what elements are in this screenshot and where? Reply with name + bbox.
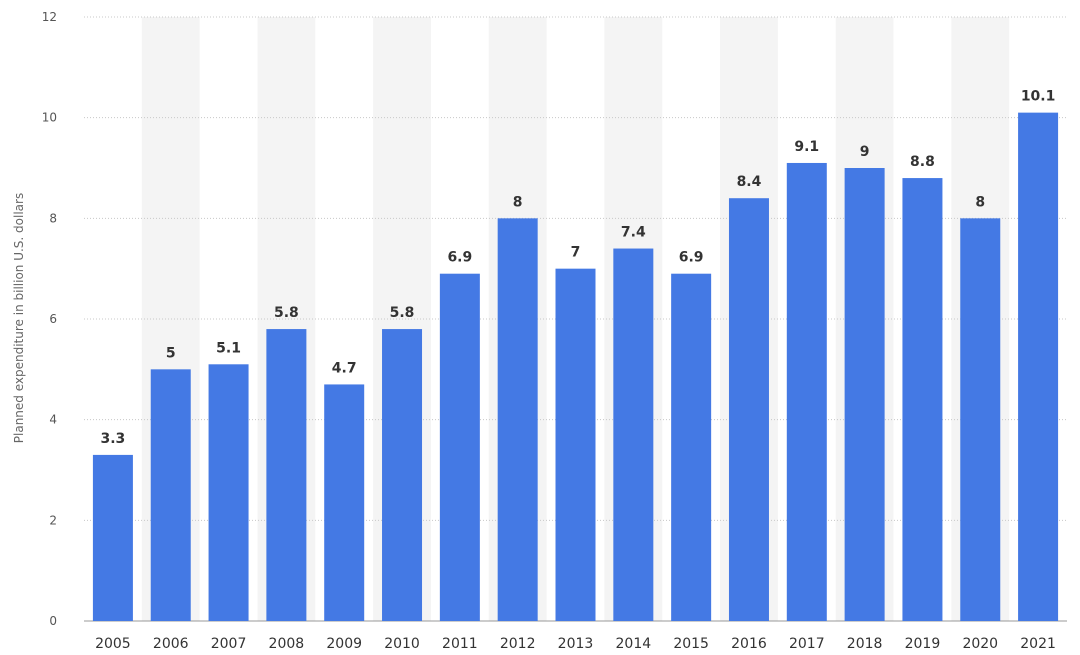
x-tick-label: 2009: [326, 636, 362, 652]
data-label: 6.9: [679, 250, 704, 266]
bar: [902, 178, 943, 622]
data-label: 5.8: [390, 305, 415, 321]
x-tick-label: 2013: [558, 636, 594, 652]
y-tick-label: 0: [49, 614, 57, 628]
y-tick-label: 2: [49, 513, 57, 527]
data-label: 5.1: [216, 340, 241, 356]
bar: [671, 273, 712, 621]
x-tick-label: 2015: [673, 636, 709, 652]
data-label: 5.8: [274, 305, 299, 321]
data-label: 8.4: [737, 174, 762, 190]
bar: [728, 198, 769, 621]
data-labels: 3.3 5 5.1 5.8 4.7 5.8 6.9 8 7 7.4 6.9 8.4 9.1 9 8.8 8 10…: [101, 89, 1056, 447]
bar: [324, 384, 365, 621]
data-label: 4.7: [332, 360, 357, 376]
data-label: 7.4: [621, 225, 646, 241]
bar: [266, 329, 307, 621]
bar: [382, 329, 423, 621]
data-label: 5: [166, 345, 176, 361]
y-tick-label: 12: [42, 10, 57, 24]
bar: [844, 168, 885, 621]
x-tick-label: 2007: [211, 636, 247, 652]
data-label: 8: [513, 194, 523, 210]
bar: [960, 218, 1001, 622]
data-label: 3.3: [101, 431, 126, 447]
x-tick-label: 2012: [500, 636, 536, 652]
x-tick-label: 2008: [269, 636, 305, 652]
bar: [92, 454, 133, 621]
bar: [439, 273, 480, 621]
x-tick-label: 2018: [847, 636, 883, 652]
x-tick-label: 2006: [153, 636, 189, 652]
x-axis-ticks: 2005 2006 2007 2008 2009 2010 2011 2012 2013 2014…: [95, 636, 1056, 652]
data-label: 9.1: [794, 139, 819, 155]
bar: [150, 369, 191, 621]
y-axis-ticks: 0 2 4 6 8 10 12: [42, 10, 57, 628]
y-tick-label: 4: [49, 413, 57, 427]
x-tick-label: 2021: [1020, 636, 1056, 652]
data-label: 10.1: [1021, 89, 1056, 105]
bars: [92, 112, 1059, 622]
bar: [1018, 112, 1059, 621]
bar: [555, 268, 596, 621]
x-tick-label: 2014: [616, 636, 652, 652]
bar: [613, 248, 654, 622]
x-tick-label: 2005: [95, 636, 131, 652]
data-label: 7: [571, 245, 581, 261]
data-label: 8.8: [910, 154, 935, 170]
x-tick-label: 2017: [789, 636, 825, 652]
bar: [786, 162, 827, 621]
y-tick-label: 8: [49, 211, 57, 225]
x-tick-label: 2011: [442, 636, 478, 652]
data-label: 9: [860, 144, 870, 160]
data-label: 8: [975, 194, 985, 210]
data-label: 6.9: [447, 250, 472, 266]
bar: [208, 364, 249, 621]
x-tick-label: 2016: [731, 636, 767, 652]
bar: [497, 218, 538, 622]
y-axis-title: Planned expenditure in billion U.S. doll…: [12, 193, 26, 443]
y-tick-label: 6: [49, 312, 57, 326]
x-tick-label: 2019: [905, 636, 941, 652]
x-tick-label: 2020: [962, 636, 998, 652]
y-tick-label: 10: [42, 111, 57, 125]
x-tick-label: 2010: [384, 636, 420, 652]
